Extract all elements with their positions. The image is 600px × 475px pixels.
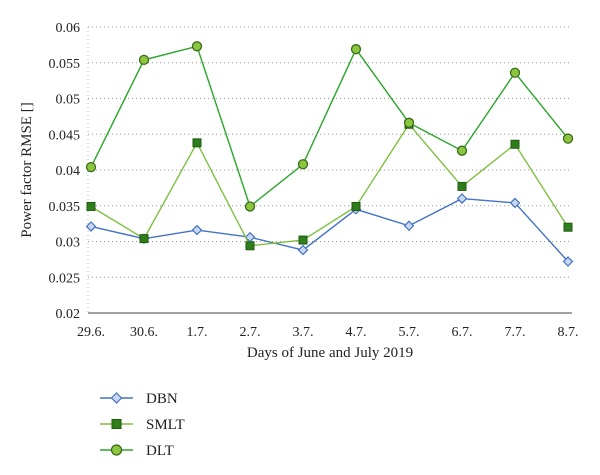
data-point-square (86, 201, 96, 211)
y-tick-label: 0.06 (56, 21, 81, 36)
series (85, 41, 574, 267)
x-tick-label: 7.7. (505, 325, 526, 340)
x-tick-label: 30.6. (130, 325, 158, 340)
data-point-circle (138, 54, 150, 66)
x-tick-label: 8.7. (558, 325, 579, 340)
x-tick-label: 2.7. (240, 325, 261, 340)
series-line (90, 123, 569, 247)
data-point-square (563, 222, 573, 232)
data-point-diamond (85, 221, 97, 232)
gridlines (88, 26, 572, 278)
x-tick-label: 3.7. (293, 325, 314, 340)
data-point-circle (350, 44, 362, 55)
y-axis-title: Power factor RMSE [] (19, 102, 35, 237)
data-point-circle (297, 159, 309, 170)
y-tick-labels: 0.02 0.025 0.03 0.035 0.04 0.045 0.05 0.055 0.06 (49, 21, 81, 322)
legend-label: DBN (146, 391, 178, 407)
data-point-circle (191, 41, 203, 52)
data-point-circle (403, 117, 415, 128)
x-tick-label: 6.7. (452, 325, 473, 340)
y-tick-label: 0.02 (56, 307, 81, 322)
series-line (90, 45, 569, 208)
legend-label: SMLT (146, 417, 185, 433)
y-tick-label: 0.05 (56, 93, 81, 108)
data-point-square (298, 235, 308, 245)
data-point-square (192, 138, 202, 148)
legend-item: DBN (100, 391, 178, 407)
x-tick-label: 5.7. (399, 325, 420, 340)
series-dbn (85, 193, 574, 267)
data-point-diamond (456, 193, 468, 204)
x-tick-label: 29.6. (77, 325, 105, 340)
series-dlt (85, 41, 574, 212)
data-point-circle (456, 145, 468, 156)
x-tick-label: 4.7. (346, 325, 367, 340)
data-point-square (457, 181, 467, 191)
y-tick-label: 0.035 (49, 200, 81, 215)
y-tick-label: 0.04 (56, 164, 81, 179)
data-point-square (510, 139, 520, 149)
series-line (90, 197, 569, 262)
data-point-square (139, 234, 149, 244)
data-point-square (351, 201, 361, 211)
y-tick-label: 0.055 (49, 57, 81, 72)
data-point-circle (85, 161, 97, 173)
data-point-diamond (562, 256, 574, 267)
data-point-diamond (297, 244, 309, 256)
data-point-diamond (110, 392, 123, 404)
data-point-square (245, 241, 255, 251)
legend-label: DLT (146, 443, 174, 459)
data-point-circle (110, 444, 123, 456)
data-point-diamond (509, 197, 521, 209)
legend-item: DLT (100, 443, 174, 459)
data-point-circle (562, 133, 574, 144)
x-axis-title: Days of June and July 2019 (247, 345, 413, 361)
x-tick-label: 1.7. (187, 325, 208, 340)
axes (87, 27, 572, 314)
data-point-circle (509, 67, 521, 78)
y-tick-label: 0.045 (49, 128, 81, 143)
legend-item: SMLT (100, 417, 185, 433)
data-point-diamond (403, 220, 415, 232)
y-tick-label: 0.025 (49, 271, 81, 286)
x-tick-labels: 29.6. 30.6. 1.7. 2.7. 3.7. 4.7. 5.7. 6.7. 7.7. 8.… (77, 325, 579, 340)
data-point-square (111, 419, 122, 429)
data-point-diamond (191, 224, 203, 236)
data-point-circle (244, 201, 256, 212)
legend: DBN SMLT DLT (100, 391, 185, 459)
y-tick-label: 0.03 (56, 236, 81, 251)
